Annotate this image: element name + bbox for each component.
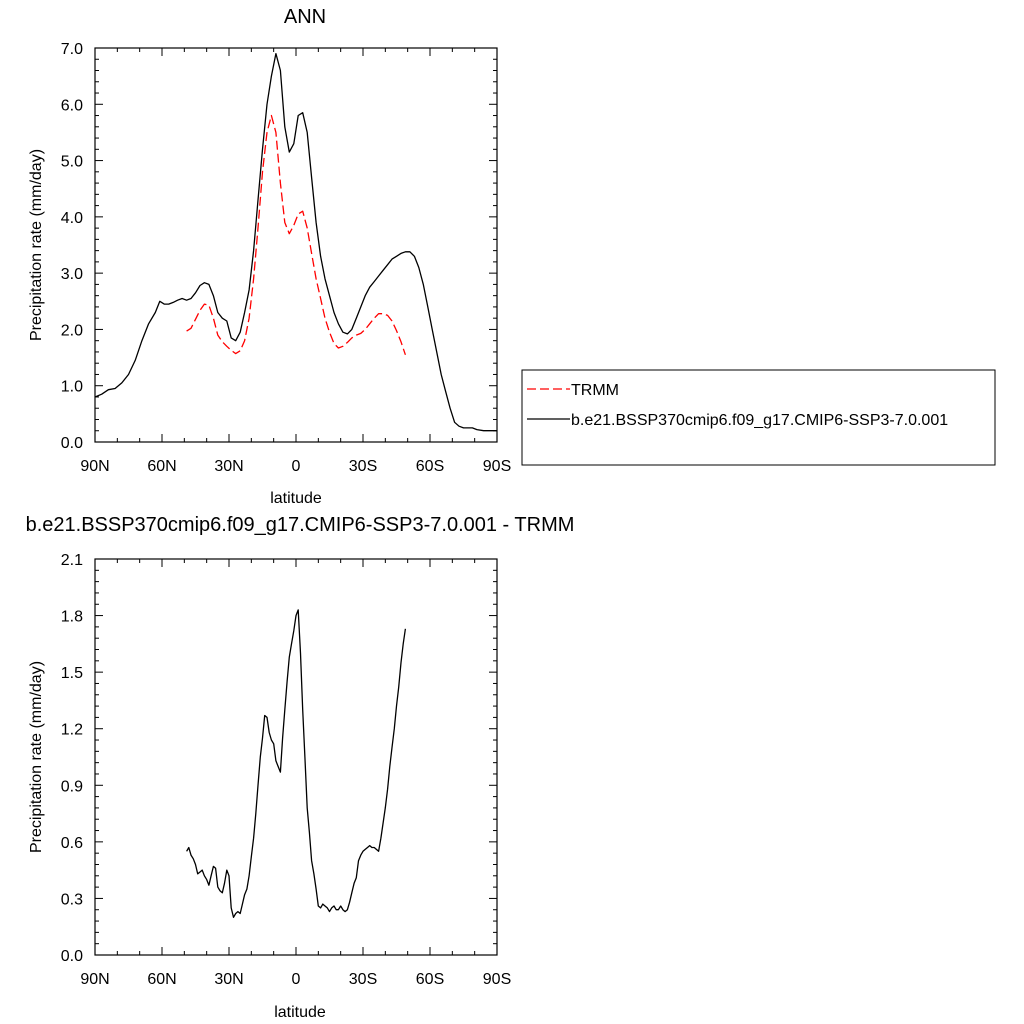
y-tick-label: 0.3 — [61, 891, 83, 908]
x-tick-label: 90S — [483, 458, 511, 475]
y-tick-label: 7.0 — [61, 41, 83, 58]
x-tick-label: 60N — [147, 458, 176, 475]
y-tick-label: 2.0 — [61, 322, 83, 339]
series-line-b-e21-bssp370cmip6-f09-g17-cmip6-ssp3-7-0-001 — [94, 52, 497, 432]
y-tick-label: 3.0 — [61, 266, 83, 283]
x-tick-label: 90N — [80, 458, 109, 475]
x-tick-label: 30S — [349, 458, 377, 475]
y-tick-label: 0.0 — [61, 435, 83, 452]
x-tick-label: 60N — [147, 971, 176, 988]
y-tick-label: 0.9 — [61, 778, 83, 795]
plot-frame — [94, 47, 498, 443]
x-tick-label: 60S — [416, 971, 444, 988]
x-tick-label: 60S — [416, 458, 444, 475]
legend-label-trmm: TRMM — [571, 382, 619, 399]
series-line-difference — [186, 609, 407, 918]
x-tick-label: 30N — [214, 971, 243, 988]
legend-label-model: b.e21.BSSP370cmip6.f09_g17.CMIP6-SSP3-7.… — [571, 412, 948, 429]
series-line-trmm — [186, 114, 407, 356]
x-tick-label: 0 — [292, 971, 301, 988]
y-tick-label: 2.1 — [61, 552, 83, 569]
series-layer — [94, 52, 497, 432]
x-tick-label: 30S — [349, 971, 377, 988]
x-tick-label: 30N — [214, 458, 243, 475]
y-tick-label: 1.8 — [61, 609, 83, 626]
y-tick-label: 0.6 — [61, 835, 83, 852]
y-tick-label: 1.0 — [61, 379, 83, 396]
x-tick-label: 90S — [483, 971, 511, 988]
x-axis-label: latitude — [270, 490, 322, 507]
y-axis-label: Precipitation rate (mm/day) — [28, 661, 45, 853]
axis-layer: 90N 60N 30N 0 30S 60S 90S 0.0 1.0 2.0 3.0 4.0 5.0 6.0… — [61, 41, 511, 475]
y-tick-label: 1.2 — [61, 722, 83, 739]
axis-layer: 90N 60N 30N 0 30S 60S 90S 0.0 0.3 0.6 0.9 1.2 1.5 1.8… — [61, 552, 511, 988]
y-tick-label: 0.0 — [61, 948, 83, 965]
x-tick-label: 90N — [80, 971, 109, 988]
series-layer — [186, 609, 407, 918]
y-tick-label: 4.0 — [61, 210, 83, 227]
legend: TRMM b.e21.BSSP370cmip6.f09_g17.CMIP6-SS… — [521, 369, 996, 466]
chart-title: b.e21.BSSP370cmip6.f09_g17.CMIP6-SSP3-7.… — [26, 514, 575, 536]
panel-annual-mean: ANN 90N 60N 30N 0 30S 60S 90S 0.0 1.0 2.0 3.0 4.0 5.… — [28, 6, 511, 507]
legend-box — [521, 369, 996, 466]
y-axis-label: Precipitation rate (mm/day) — [28, 149, 45, 341]
y-tick-label: 1.5 — [61, 665, 83, 682]
y-tick-label: 6.0 — [61, 97, 83, 114]
x-tick-label: 0 — [292, 458, 301, 475]
y-tick-label: 5.0 — [61, 154, 83, 171]
x-axis-label: latitude — [274, 1004, 326, 1021]
chart-title: ANN — [284, 6, 326, 28]
panel-difference: b.e21.BSSP370cmip6.f09_g17.CMIP6-SSP3-7.… — [26, 514, 575, 1021]
